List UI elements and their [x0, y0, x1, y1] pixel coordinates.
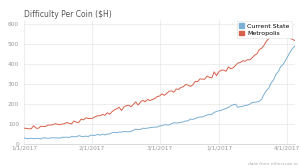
Text: data from etherscan.io: data from etherscan.io	[248, 162, 298, 166]
Legend: Current State, Metropolis: Current State, Metropolis	[237, 21, 292, 38]
Text: Difficulty Per Coin ($H): Difficulty Per Coin ($H)	[24, 10, 112, 19]
